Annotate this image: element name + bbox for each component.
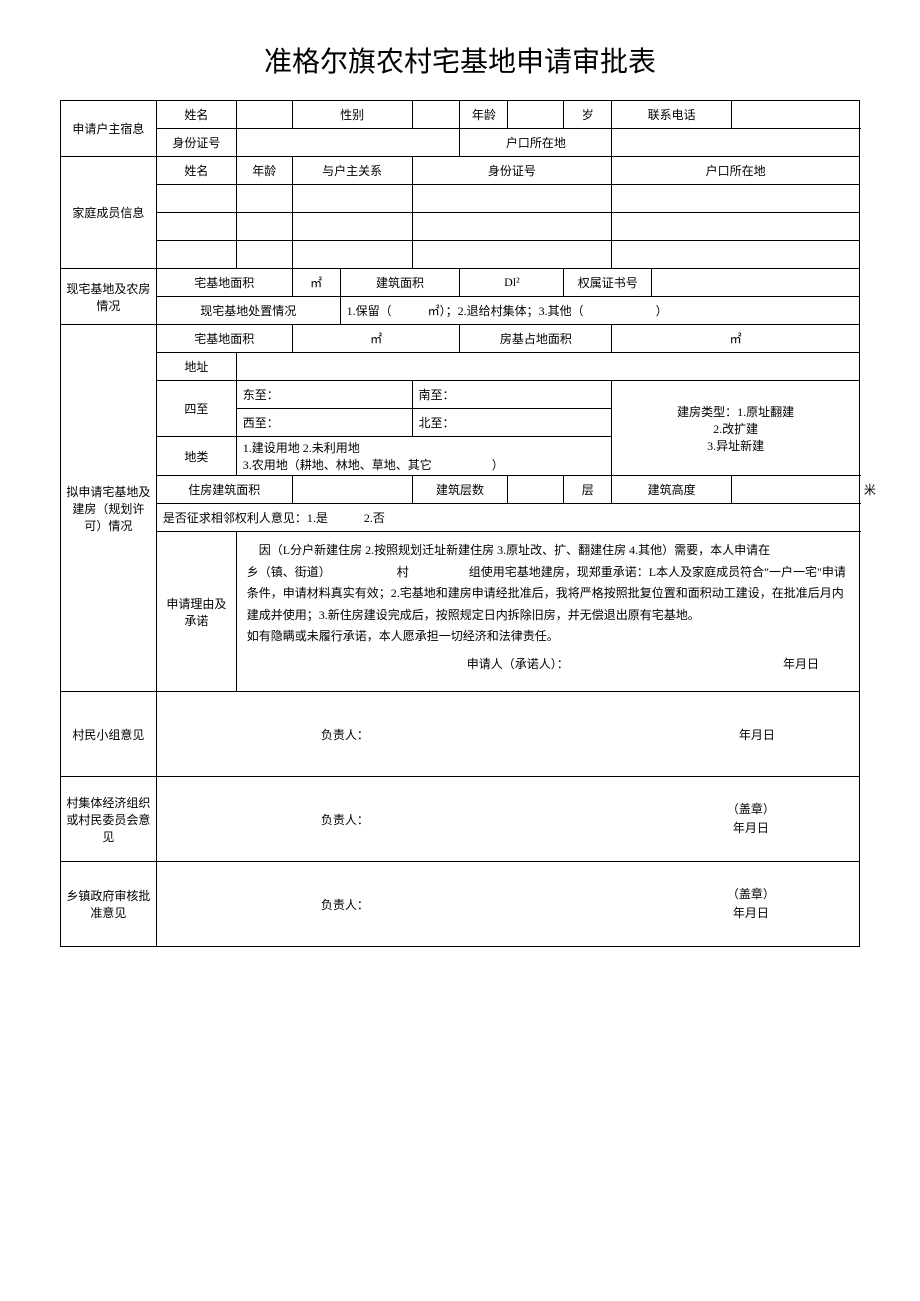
section-town-gov-label: 乡镇政府审核批准意见	[61, 862, 157, 947]
gender-label: 性别	[292, 101, 412, 129]
floors-label: 建筑层数	[412, 476, 508, 504]
section-current-label: 现宅基地及农房情况	[61, 269, 157, 325]
section-applicant-label: 申请户主宿息	[61, 101, 157, 157]
addr-value[interactable]	[236, 353, 859, 381]
phone-label: 联系电话	[612, 101, 732, 129]
cert-no-label: 权属证书号	[564, 269, 652, 297]
neighbor-consent: 是否征求相邻权利人意见：1.是 2.否	[156, 504, 859, 532]
responsible-label: 负责人：	[321, 896, 369, 913]
prop-zjd-area-label: 宅基地面积	[156, 325, 292, 353]
disposal-options: 1.保留（ ㎡）；2.退给村集体；3.其他（ ）	[340, 297, 859, 325]
dilei-options: 1.建设用地 2.未利用地 3.农用地（耕地、林地、草地、其它 ）	[236, 437, 612, 476]
west-label: 西至：	[236, 409, 412, 437]
village-group-signature: 负责人： 年月日	[156, 692, 859, 777]
reason-body-cell: 因（L分户新建住房 2.按照规划迁址新建住房 3.原址改、扩、翻建住房 4.其他…	[236, 532, 859, 692]
family-row[interactable]	[412, 241, 612, 269]
id-value[interactable]	[236, 129, 460, 157]
age-value[interactable]	[508, 101, 564, 129]
family-relation-header: 与户主关系	[292, 157, 412, 185]
disposal-label: 现宅基地处置情况	[156, 297, 340, 325]
family-row[interactable]	[156, 213, 236, 241]
family-id-header: 身份证号	[412, 157, 612, 185]
id-label: 身份证号	[156, 129, 236, 157]
family-row[interactable]	[292, 213, 412, 241]
sizhi-label: 四至	[156, 381, 236, 437]
family-row[interactable]	[292, 241, 412, 269]
section-village-committee-label: 村集体经济组织或村民委员会意见	[61, 777, 157, 862]
seal-label: （盖章）	[727, 885, 775, 904]
house-area-label: 住房建筑面积	[156, 476, 292, 504]
east-label: 东至：	[236, 381, 412, 409]
dl2-label: Dl²	[460, 269, 564, 297]
build-area-label: 建筑面积	[340, 269, 460, 297]
family-row[interactable]	[236, 185, 292, 213]
section-family-label: 家庭成员信息	[61, 157, 157, 269]
seal-label: （盖章）	[727, 800, 775, 819]
zjd-area-unit: ㎡	[292, 269, 340, 297]
section-reason-label: 申请理由及承诺	[156, 532, 236, 692]
age-label: 年龄	[460, 101, 508, 129]
build-type-3: 3.异址新建	[616, 437, 855, 454]
floors-value[interactable]	[508, 476, 564, 504]
south-label: 南至：	[412, 381, 612, 409]
zjd-area-label: 宅基地面积	[156, 269, 292, 297]
family-hukou-header: 户口所在地	[612, 157, 860, 185]
town-gov-signature: 负责人： （盖章） 年月日	[156, 862, 859, 947]
section-proposed-label: 拟申请宅基地及建房（规划许可）情况	[61, 325, 157, 692]
responsible-label: 负责人：	[321, 726, 369, 743]
hukou-value[interactable]	[612, 129, 860, 157]
fangji-area-label: 房基占地面积	[460, 325, 612, 353]
family-row[interactable]	[292, 185, 412, 213]
build-type-1: 建房类型：1.原址翻建	[616, 403, 855, 420]
phone-value[interactable]	[732, 101, 860, 129]
floors-unit: 层	[564, 476, 612, 504]
reason-body: 因（L分户新建住房 2.按照规划迁址新建住房 3.原址改、扩、翻建住房 4.其他…	[247, 540, 849, 648]
page-title: 准格尔旗农村宅基地申请审批表	[60, 40, 860, 80]
section-village-group-label: 村民小组意见	[61, 692, 157, 777]
family-row[interactable]	[236, 241, 292, 269]
family-name-header: 姓名	[156, 157, 236, 185]
hukou-label: 户口所在地	[460, 129, 612, 157]
approval-form-table: 申请户主宿息 姓名 性别 年龄 岁 联系电话 身份证号 户口所在地 家庭成员信息…	[60, 100, 860, 947]
age-unit: 岁	[564, 101, 612, 129]
name-label: 姓名	[156, 101, 236, 129]
build-type-2: 2.改扩建	[616, 420, 855, 437]
sig-date: 年月日	[739, 726, 775, 743]
build-type-cell: 建房类型：1.原址翻建 2.改扩建 3.异址新建	[612, 381, 860, 476]
prop-zjd-area-value[interactable]: ㎡	[292, 325, 460, 353]
fangji-area-value[interactable]: ㎡	[612, 325, 860, 353]
house-area-value[interactable]	[292, 476, 412, 504]
family-row[interactable]	[612, 213, 860, 241]
north-label: 北至：	[412, 409, 612, 437]
sig-date: 年月日	[727, 819, 775, 838]
height-value[interactable]	[732, 476, 860, 504]
signer-label: 申请人（承诺人）：	[467, 654, 569, 676]
family-row[interactable]	[412, 213, 612, 241]
family-row[interactable]	[612, 185, 860, 213]
village-committee-signature: 负责人： （盖章） 年月日	[156, 777, 859, 862]
family-row[interactable]	[612, 241, 860, 269]
family-row[interactable]	[156, 241, 236, 269]
responsible-label: 负责人：	[321, 811, 369, 828]
gender-value[interactable]	[412, 101, 460, 129]
addr-label: 地址	[156, 353, 236, 381]
family-age-header: 年龄	[236, 157, 292, 185]
cert-no-value[interactable]	[652, 269, 860, 297]
family-row[interactable]	[412, 185, 612, 213]
signer-date: 年月日	[783, 654, 819, 676]
dilei-label: 地类	[156, 437, 236, 476]
family-row[interactable]	[236, 213, 292, 241]
family-row[interactable]	[156, 185, 236, 213]
height-label: 建筑高度	[612, 476, 732, 504]
sig-date: 年月日	[727, 904, 775, 923]
name-value[interactable]	[236, 101, 292, 129]
